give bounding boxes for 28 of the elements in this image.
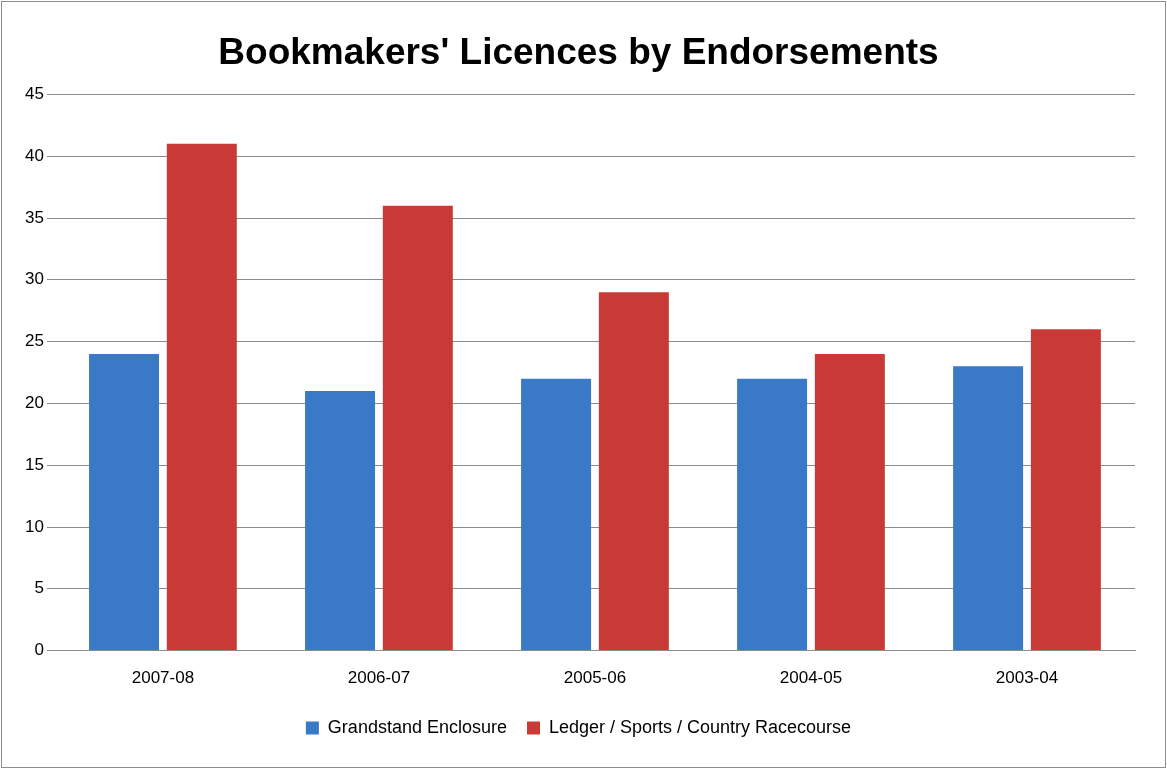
bar bbox=[521, 378, 592, 651]
x-tick-label: 2006-07 bbox=[347, 668, 411, 688]
y-tick-label: 5 bbox=[34, 578, 44, 598]
bar bbox=[89, 353, 160, 651]
y-tick-label: 40 bbox=[24, 145, 44, 165]
y-tick-label: 15 bbox=[24, 454, 44, 474]
bar bbox=[305, 391, 376, 651]
y-tick-label: 45 bbox=[24, 84, 44, 104]
y-tick-label: 0 bbox=[34, 640, 44, 660]
bar bbox=[382, 205, 453, 651]
y-tick-label: 30 bbox=[24, 269, 44, 289]
bar bbox=[166, 143, 237, 651]
bar bbox=[598, 292, 669, 651]
x-tick-label: 2007-08 bbox=[131, 668, 195, 688]
x-tick-label: 2005-06 bbox=[563, 668, 627, 688]
y-tick-label: 10 bbox=[24, 516, 44, 536]
y-tick-label: 25 bbox=[24, 331, 44, 351]
bar bbox=[953, 366, 1024, 651]
x-tick-label: 2004-05 bbox=[779, 668, 843, 688]
y-tick-label: 35 bbox=[24, 207, 44, 227]
legend-label: Ledger / Sports / Country Racecourse bbox=[548, 716, 852, 737]
legend-label: Grandstand Enclosure bbox=[327, 716, 507, 737]
y-tick-label: 20 bbox=[24, 393, 44, 413]
bar bbox=[1030, 329, 1101, 651]
bar bbox=[737, 378, 808, 651]
x-tick-label: 2003-04 bbox=[995, 668, 1059, 688]
chart-title: Bookmakers' Licences by Endorsements bbox=[218, 31, 939, 73]
bar bbox=[814, 353, 885, 651]
